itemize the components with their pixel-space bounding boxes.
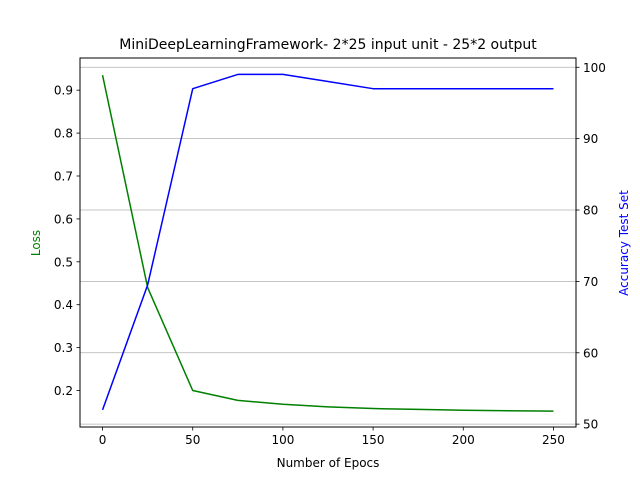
y-right-tick-label: 70 — [583, 275, 598, 289]
y-axis-right-label: Accuracy Test Set — [617, 190, 631, 296]
y-right-tick-label: 90 — [583, 132, 598, 146]
y-axis-right: 50 60 70 80 90 100 — [576, 61, 606, 432]
x-tick-label: 0 — [99, 433, 107, 447]
x-tick-label: 250 — [542, 433, 565, 447]
y-left-tick-label: 0.2 — [54, 384, 73, 398]
y-axis-left: 0.2 0.3 0.4 0.5 0.6 0.7 0.8 0.9 — [54, 84, 80, 398]
y-left-tick-label: 0.6 — [54, 212, 73, 226]
y-axis-left-label: Loss — [29, 230, 43, 256]
y-right-tick-label: 80 — [583, 204, 598, 218]
grid-lines — [80, 66, 576, 425]
y-left-tick-label: 0.8 — [54, 127, 73, 141]
y-left-tick-label: 0.7 — [54, 169, 73, 183]
x-axis: 0 50 100 150 200 250 — [99, 427, 565, 447]
x-tick-label: 200 — [452, 433, 475, 447]
chart-title: MiniDeepLearningFramework- 2*25 input un… — [119, 37, 537, 53]
y-left-tick-label: 0.5 — [54, 255, 73, 269]
y-left-tick-label: 0.9 — [54, 84, 73, 98]
accuracy-line — [101, 73, 554, 411]
y-right-tick-label: 60 — [583, 346, 598, 360]
plot-frame — [79, 57, 577, 428]
y-left-tick-label: 0.3 — [54, 341, 73, 355]
y-right-tick-label: 50 — [583, 418, 598, 432]
loss-line — [101, 75, 554, 412]
y-left-tick-label: 0.4 — [54, 298, 73, 312]
x-axis-label: Number of Epocs — [277, 456, 380, 470]
y-right-tick-label: 100 — [583, 61, 606, 75]
x-tick-label: 50 — [185, 433, 200, 447]
series-layer — [101, 73, 554, 412]
x-tick-label: 100 — [271, 433, 294, 447]
x-tick-label: 150 — [362, 433, 385, 447]
